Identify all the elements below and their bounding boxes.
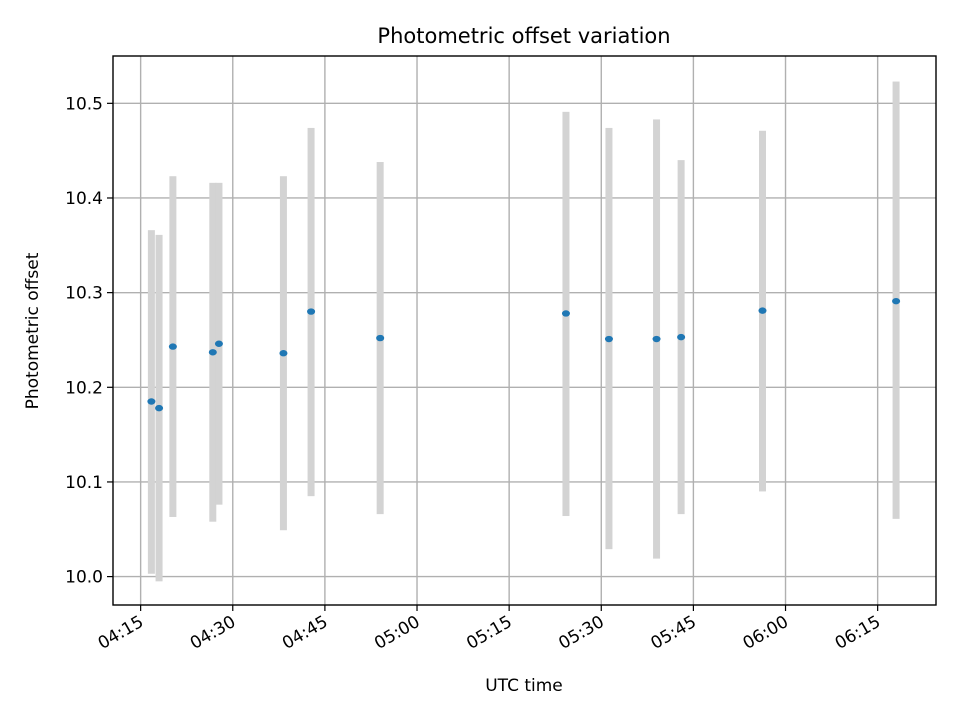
y-axis-ticks: 10.0 10.1 10.2 10.3 10.4 10.5: [65, 94, 113, 588]
chart-title: Photometric offset variation: [377, 24, 670, 48]
y-tick-label: 10.1: [65, 473, 103, 493]
data-point: [604, 335, 613, 343]
data-point: [677, 333, 686, 341]
y-tick-label: 10.3: [65, 284, 103, 304]
y-tick-label: 10.5: [65, 94, 103, 114]
data-point: [561, 310, 570, 317]
data-point: [652, 335, 661, 343]
y-tick-label: 10.2: [65, 378, 103, 398]
data-point: [168, 343, 177, 350]
data-point: [155, 404, 164, 412]
x-axis-title: UTC time: [485, 676, 563, 696]
data-point: [307, 308, 316, 315]
data-point: [214, 340, 223, 347]
data-points: [147, 297, 901, 412]
plot-frame: [112, 55, 937, 606]
data-point: [208, 349, 217, 356]
grid: [113, 56, 936, 605]
data-point: [147, 398, 156, 405]
data-point: [758, 307, 767, 314]
data-point: [376, 334, 385, 342]
data-point: [279, 350, 288, 357]
y-axis-title: Photometric offset: [23, 252, 43, 409]
y-tick-label: 10.0: [65, 568, 103, 588]
data-point: [892, 297, 901, 305]
y-tick-label: 10.4: [65, 189, 103, 209]
